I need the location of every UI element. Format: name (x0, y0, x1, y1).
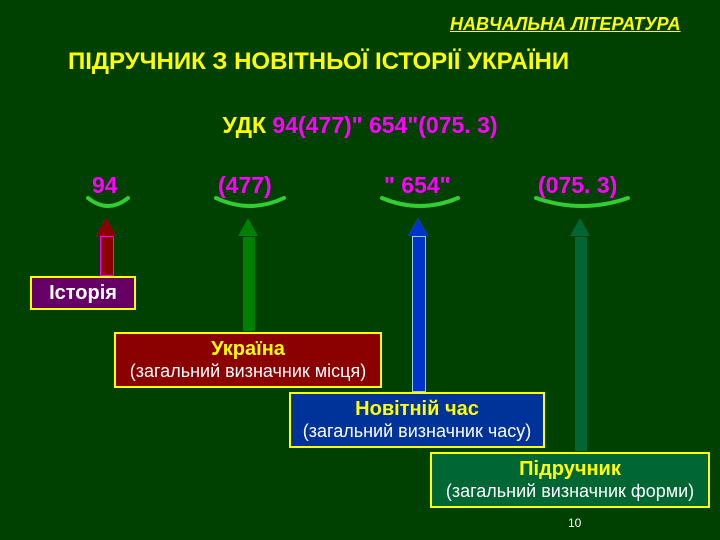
arrow-4 (570, 218, 590, 450)
arrow-2 (238, 218, 258, 330)
header-label: НАВЧАЛЬНА ЛІТЕРАТУРА (450, 14, 681, 35)
udk-code: 94(477)" 654"(075. 3) (272, 112, 497, 138)
box-novitniy-chas: Новітній час (загальний визначник часу) (289, 392, 545, 448)
page-number: 10 (568, 516, 581, 530)
box-title: Історія (49, 282, 117, 305)
box-title: Україна (211, 338, 285, 361)
box-desc: (загальний визначник часу) (303, 421, 531, 442)
arc-3 (380, 196, 460, 212)
arc-4 (534, 196, 630, 212)
code-94: 94 (92, 172, 118, 199)
box-desc: (загальний визначник форми) (446, 481, 694, 502)
udk-line: УДК 94(477)" 654"(075. 3) (0, 112, 720, 139)
box-desc: (загальний визначник місця) (130, 361, 366, 382)
box-pidruchnyk: Підручник (загальний визначник форми) (430, 452, 710, 508)
box-ukraina: Україна (загальний визначник місця) (114, 332, 382, 388)
udk-prefix: УДК (222, 112, 272, 138)
code-477: (477) (218, 172, 272, 199)
main-title: ПІДРУЧНИК З НОВІТНЬОЇ ІСТОРІЇ УКРАЇНИ (68, 48, 569, 76)
arc-2 (214, 196, 286, 212)
box-title: Новітній час (355, 398, 479, 421)
box-title: Підручник (519, 458, 621, 481)
box-istoriya: Історія (30, 276, 136, 310)
arrow-3 (408, 218, 428, 390)
arc-1 (86, 196, 130, 212)
code-075-3: (075. 3) (538, 172, 617, 199)
code-654: " 654" (384, 172, 451, 199)
arrow-1 (96, 218, 116, 274)
